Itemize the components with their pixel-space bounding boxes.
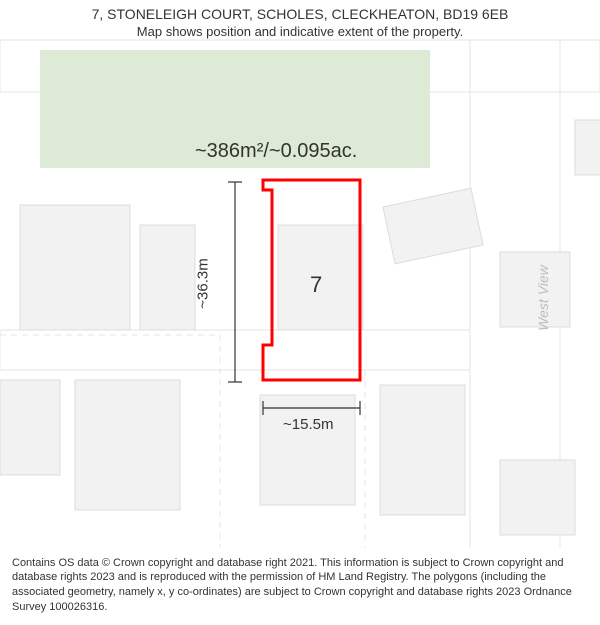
map-svg — [0, 0, 600, 625]
plot-number: 7 — [310, 272, 322, 298]
footer-copyright: Contains OS data © Crown copyright and d… — [0, 548, 600, 625]
page-title: 7, STONELEIGH COURT, SCHOLES, CLECKHEATO… — [10, 6, 590, 22]
page-subtitle: Map shows position and indicative extent… — [10, 24, 590, 39]
area-label: ~386m²/~0.095ac. — [195, 140, 357, 163]
header: 7, STONELEIGH COURT, SCHOLES, CLECKHEATO… — [0, 0, 600, 41]
street-label: West View — [535, 265, 551, 331]
width-label: ~15.5m — [283, 416, 333, 433]
height-label: ~36.3m — [195, 258, 212, 308]
